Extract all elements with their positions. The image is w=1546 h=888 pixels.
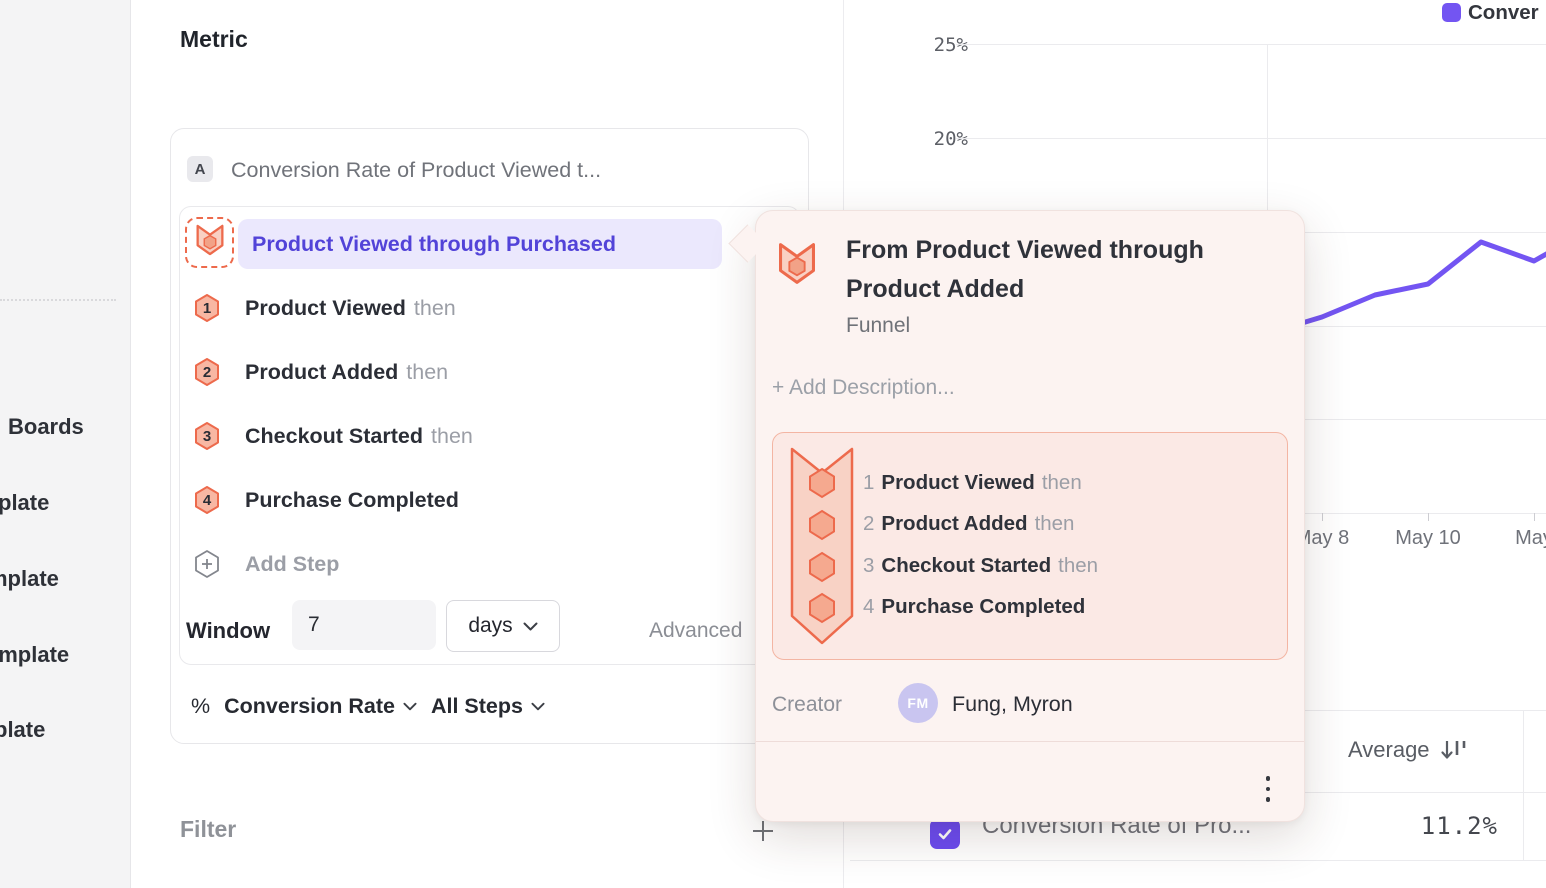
measure-row: % Conversion Rate All Steps (191, 686, 545, 726)
step-4-badge-icon: 4 (193, 485, 221, 515)
more-options-button[interactable] (1250, 769, 1286, 809)
selected-metric-pill[interactable]: Product Viewed through Purchased (238, 219, 722, 269)
y-axis-tick-25: 25% (933, 34, 968, 56)
funnel-definition-card: Product Viewed through Purchased 1 Produ… (179, 206, 800, 665)
metric-card: A Conversion Rate of Product Viewed t...… (170, 128, 809, 744)
add-filter-button[interactable] (750, 818, 776, 844)
add-step-button[interactable]: Add Step (193, 549, 339, 579)
funnel-icon (777, 241, 817, 291)
step-3-then: then (431, 423, 473, 448)
popover-step-4: 4 Purchase Completed (863, 595, 1086, 618)
popover-step-1: 1 Product Viewed then (863, 471, 1082, 494)
step-3-name: Checkout Started (245, 423, 424, 448)
window-unit-value: days (468, 614, 513, 637)
popover-type-label: Funnel (846, 314, 911, 337)
table-row-bottom-border (850, 860, 1546, 861)
step-2-then: then (406, 359, 449, 384)
series-title: Conversion Rate of Product Viewed t... (231, 158, 602, 182)
step-2-name: Product Added (245, 359, 399, 384)
popover-title: From Product Viewed through Product Adde… (846, 236, 1204, 303)
series-a-badge: A (187, 156, 213, 182)
popover-divider (756, 741, 1304, 742)
sidebar-item-template-4[interactable]: plate (0, 717, 46, 742)
popover-step-2: 2 Product Added then (863, 512, 1075, 535)
steps-scope-dropdown[interactable]: All Steps (431, 694, 545, 719)
plus-icon (753, 821, 773, 841)
line-series-conversion-rate (1266, 239, 1546, 336)
x-axis-label-may8: May 8 (1294, 527, 1350, 549)
funnel-step-4[interactable]: 4 Purchase Completed (193, 485, 467, 515)
step-4-name: Purchase Completed (245, 487, 459, 512)
chevron-down-icon (523, 622, 538, 630)
sidebar-item-template-2[interactable]: mplate (0, 566, 59, 591)
legend-swatch (1442, 3, 1461, 22)
popover-funnel-steps-box: 1 Product Viewed then 2 Product Added then 3… (772, 432, 1288, 660)
x-tickmark-may12 (1534, 513, 1535, 521)
x-tickmark-may10 (1428, 513, 1429, 521)
chevron-down-icon (403, 702, 417, 710)
advanced-link[interactable]: Advanced (649, 619, 743, 642)
window-value-input[interactable] (292, 600, 436, 650)
creator-label: Creator (772, 693, 843, 716)
step-1-badge-icon: 1 (193, 293, 221, 323)
series-visibility-checkbox[interactable] (930, 819, 960, 849)
step-2-badge-icon: 2 (193, 357, 221, 387)
checkmark-icon (938, 829, 952, 840)
funnel-step-1[interactable]: 1 Product Viewed then (193, 293, 456, 323)
funnel-step-3[interactable]: 3 Checkout Started then (193, 421, 473, 451)
window-label: Window (186, 618, 271, 643)
funnel-step-2[interactable]: 2 Product Added then (193, 357, 448, 387)
creator-name: Fung, Myron (952, 692, 1073, 716)
measure-percent-sign: % (191, 693, 211, 718)
window-unit-select[interactable]: days (446, 600, 560, 652)
x-axis-label-may12: May (1515, 527, 1546, 549)
table-column-divider (1523, 710, 1524, 860)
kebab-icon (1265, 776, 1271, 781)
step-1-then: then (413, 295, 456, 320)
gridline-20pct (956, 138, 1546, 139)
filter-section-heading: Filter (180, 816, 237, 842)
step-1-name: Product Viewed (245, 295, 406, 320)
sidebar-item-boards[interactable]: Boards (8, 414, 84, 439)
funnel-metric-icon-button[interactable] (185, 217, 234, 268)
measure-type-dropdown[interactable]: Conversion Rate (224, 694, 417, 719)
sidebar-item-template-1[interactable]: plate (0, 490, 50, 515)
chevron-down-icon (531, 702, 545, 710)
table-row-average-value: 11.2% (1420, 812, 1498, 840)
metric-details-popover: From Product Viewed through Product Adde… (755, 210, 1305, 822)
gridline-25pct (956, 44, 1546, 45)
average-column-header[interactable]: Average (1348, 737, 1468, 763)
selected-metric-label: Product Viewed through Purchased (252, 231, 616, 256)
x-axis-label-may10: May 10 (1395, 527, 1461, 549)
metric-section-heading: Metric (180, 26, 248, 52)
add-description-link[interactable]: + Add Description... (772, 376, 955, 399)
x-tickmark-may8 (1322, 513, 1323, 521)
add-step-icon (193, 549, 221, 579)
step-3-badge-icon: 3 (193, 421, 221, 451)
funnel-banner-icon (789, 446, 855, 651)
legend-label[interactable]: Conver (1468, 1, 1539, 24)
y-axis-tick-20: 20% (933, 128, 968, 150)
funnel-icon (195, 223, 225, 262)
add-step-label: Add Step (245, 551, 340, 576)
sidebar-divider (0, 299, 116, 301)
popover-step-3: 3 Checkout Started then (863, 554, 1099, 577)
avatar: FM (898, 683, 938, 723)
average-header-label: Average (1348, 737, 1430, 762)
sort-descending-icon (1440, 741, 1465, 759)
